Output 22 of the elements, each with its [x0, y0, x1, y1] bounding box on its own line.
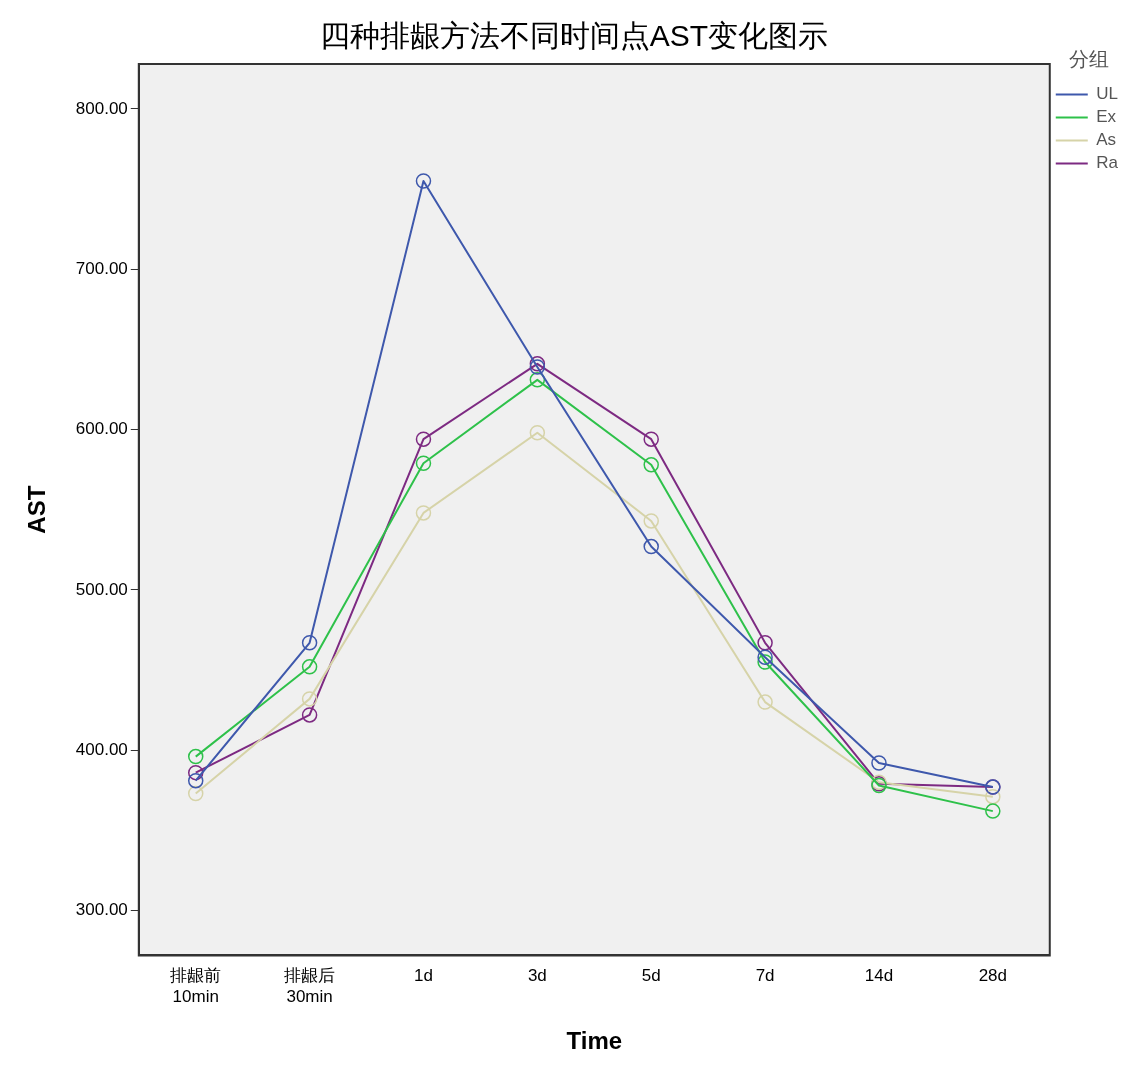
legend-label: Ra	[1096, 153, 1119, 173]
x-tick-label: 5d	[641, 966, 661, 986]
x-tick-label: 28d	[978, 966, 1008, 986]
legend-label: Ex	[1096, 107, 1117, 127]
chart-title: 四种排龈方法不同时间点AST变化图示	[319, 19, 829, 53]
y-tick-label: 600.00	[75, 419, 128, 439]
y-tick-label: 300.00	[75, 900, 128, 920]
y-tick-label: 500.00	[75, 579, 128, 599]
x-tick-label: 14d	[864, 966, 894, 986]
legend-label: As	[1096, 130, 1117, 150]
x-tick-label: 排龈后 30min	[284, 966, 336, 1006]
y-axis-title: AST	[23, 485, 51, 534]
x-tick-label: 3d	[527, 966, 547, 986]
y-tick-label: 700.00	[75, 258, 128, 278]
x-tick-label: 7d	[755, 966, 775, 986]
y-tick-label: 800.00	[75, 98, 128, 118]
legend-label: UL	[1096, 84, 1118, 104]
x-axis-title: Time	[566, 1027, 623, 1055]
legend-title: 分组	[1068, 47, 1109, 70]
x-tick-label: 排龈前 10min	[170, 966, 222, 1006]
x-tick-label: 1d	[414, 966, 433, 986]
y-tick-label: 400.00	[75, 739, 128, 759]
